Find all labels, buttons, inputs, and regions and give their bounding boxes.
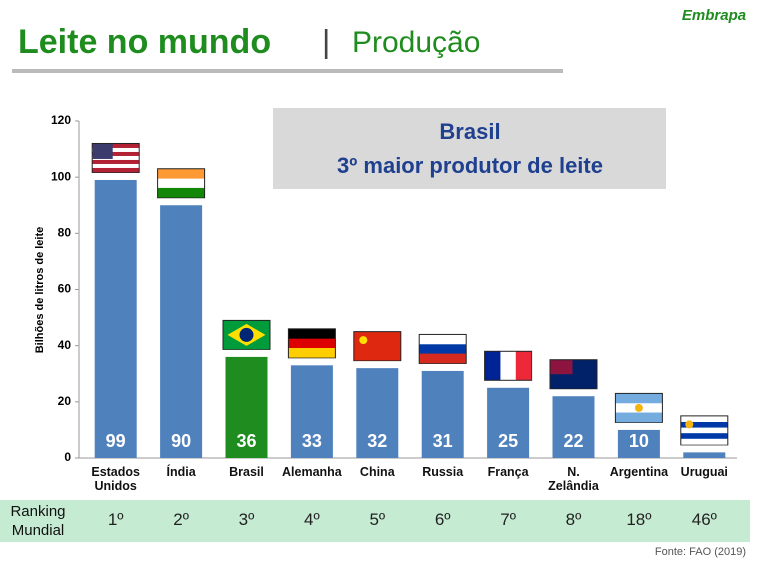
flag-stripe (500, 351, 517, 380)
flag-stripe (681, 421, 728, 428)
bar (160, 205, 203, 458)
flag-canton (92, 143, 113, 159)
bar (94, 179, 137, 458)
flag-sun (685, 420, 694, 429)
bar (290, 365, 333, 458)
flag-stripe (354, 332, 401, 361)
callout-box (273, 108, 666, 189)
ranking-value: 7º (500, 510, 516, 529)
data-label: 90 (171, 431, 191, 451)
x-tick-label: Estados Unidos (91, 465, 140, 493)
flag-stripe (92, 155, 139, 161)
flag-stripe (92, 151, 139, 157)
flag-stripe (288, 338, 335, 349)
data-label: 32 (367, 431, 387, 451)
flag-stripe (288, 329, 335, 339)
data-label: 99 (106, 431, 126, 451)
logo: Embrapa (682, 7, 746, 24)
flag-stripe (158, 178, 205, 189)
flag-stripe (615, 412, 662, 423)
x-tick-label: França (487, 465, 529, 479)
data-label: 36 (236, 431, 256, 451)
flag-stripe (158, 169, 205, 179)
flag-sun (634, 403, 643, 412)
ranking-value: 1º (107, 510, 124, 529)
flag-stripe (92, 143, 139, 149)
x-tick-label: Alemanha (282, 465, 342, 479)
flag-star (359, 336, 368, 345)
y-tick-label: 60 (58, 282, 72, 296)
flag-stripe (515, 351, 532, 380)
ranking-label: Ranking Mundial (10, 503, 66, 539)
y-axis-label: Bilhões de litros de leite (34, 227, 46, 354)
data-label: 31 (433, 431, 453, 451)
y-tick-label: 20 (58, 394, 72, 408)
x-tick-label: Brasil (229, 465, 264, 479)
source: Fonte: FAO (2019) (655, 546, 746, 558)
data-label: 10 (629, 431, 649, 451)
ranking-value: 6º (434, 510, 451, 529)
callout-line: 3º maior produtor de leite (337, 153, 603, 178)
ranking-value: 4º (304, 510, 320, 529)
ranking-value: 5º (369, 510, 386, 529)
logo-bg (680, 4, 746, 32)
subtitle: Produção (352, 26, 480, 59)
flag-canton (550, 360, 573, 375)
separator: | (322, 23, 330, 59)
ranking-band (0, 500, 750, 542)
flag-stripe (419, 344, 466, 354)
data-label: 22 (563, 431, 583, 451)
y-tick-label: 0 (64, 450, 71, 464)
flag-stripe (92, 147, 139, 153)
flag-stripe (419, 334, 466, 345)
bar (225, 356, 268, 458)
y-tick-label: 100 (51, 169, 71, 183)
data-label: 33 (302, 431, 322, 451)
flag-stripe (158, 187, 205, 198)
x-tick-label: Argentina (609, 465, 669, 479)
bar (617, 429, 660, 458)
flag-globe (239, 327, 254, 342)
x-tick-label: Índia (166, 465, 196, 479)
flag-stripe (681, 427, 728, 434)
x-tick-label: Uruguai (680, 465, 728, 479)
title: Leite no mundo (18, 23, 271, 61)
bar (356, 368, 399, 458)
flag-stripe (615, 393, 662, 404)
y-tick-label: 120 (51, 113, 71, 127)
flag-stripe (92, 167, 139, 173)
flag-stripe (92, 159, 139, 165)
x-tick-label: Russia (422, 465, 464, 479)
flag-stripe (288, 347, 335, 358)
y-tick-label: 80 (58, 226, 72, 240)
y-tick-label: 40 (58, 338, 72, 352)
ranking-value: 46º (691, 510, 717, 529)
bar (552, 396, 595, 458)
bar (487, 387, 530, 458)
ranking-value: 8º (565, 510, 582, 529)
callout-line: Brasil (439, 119, 500, 144)
flag-stripe (681, 438, 728, 445)
ranking-value: 18º (626, 510, 652, 529)
flag-stripe (681, 433, 728, 440)
flag-stripe (92, 163, 139, 169)
ranking-value: 3º (238, 510, 255, 529)
bar (683, 452, 726, 458)
x-tick-label: China (359, 465, 395, 479)
flag-stripe (485, 351, 501, 380)
ranking-value: 2º (173, 510, 189, 529)
bar (421, 370, 464, 458)
flag-stripe (681, 416, 728, 423)
flag-stripe (419, 353, 466, 364)
data-label: 25 (498, 431, 518, 451)
x-tick-label: N. Zelândia (548, 465, 599, 493)
